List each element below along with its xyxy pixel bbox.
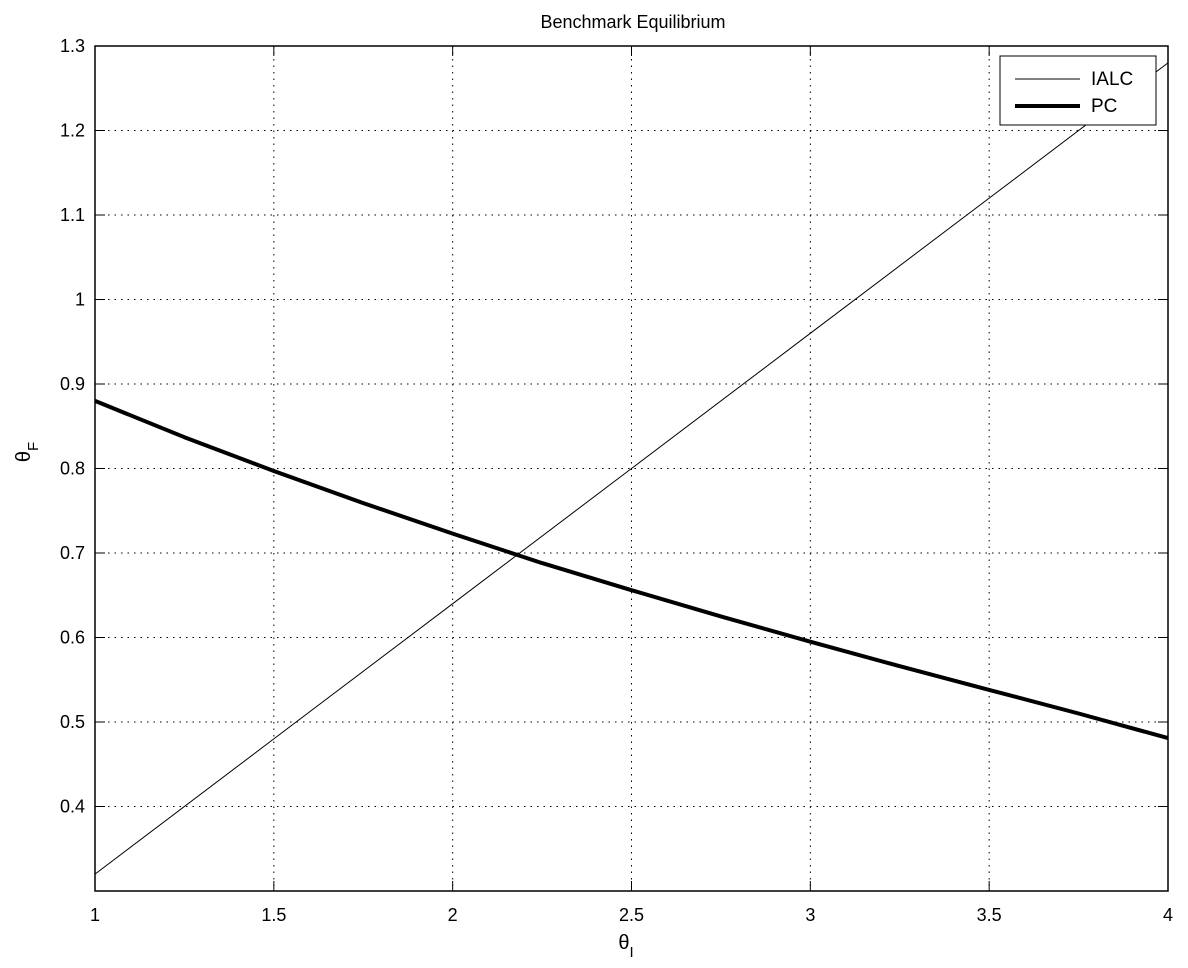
x-tick-labels: 1 1.5 2 2.5 3 3.5 4	[90, 905, 1173, 925]
chart-title: Benchmark Equilibrium	[540, 12, 725, 32]
y-tick-label: 0.9	[60, 374, 85, 394]
y-tick-label: 0.7	[60, 543, 85, 563]
y-tick-label: 1.2	[60, 121, 85, 141]
y-tick-labels: 0.4 0.5 0.6 0.7 0.8 0.9 1 1.1 1.2 1.3	[60, 36, 85, 817]
y-tick-label: 1	[75, 290, 85, 310]
y-axis-title: θF	[13, 442, 42, 462]
y-tick-label: 0.8	[60, 459, 85, 479]
series-line-ialc	[94, 62, 1169, 875]
series-line-pc	[94, 399, 1169, 741]
ticks	[94, 45, 1169, 891]
legend-label-ialc: IALC	[1091, 69, 1133, 90]
legend-box	[999, 55, 1157, 126]
y-tick-label: 1.3	[60, 36, 85, 56]
y-axis-title-main: θ	[13, 451, 35, 462]
x-axis-title-main: θ	[618, 932, 629, 954]
legend-label-pc: PC	[1091, 96, 1117, 117]
x-tick-label: 3.5	[977, 905, 1002, 925]
y-tick-label: 0.4	[60, 797, 85, 817]
legend: IALC PC	[999, 55, 1157, 126]
y-tick-label: 0.5	[60, 712, 85, 732]
x-tick-label: 2	[448, 905, 458, 925]
x-tick-label: 4	[1163, 905, 1173, 925]
y-tick-label: 0.6	[60, 628, 85, 648]
x-axis-title: θI	[618, 932, 633, 961]
y-axis-title-sub: F	[25, 442, 42, 451]
x-tick-label: 2.5	[619, 905, 644, 925]
x-axis-title-sub: I	[629, 944, 633, 961]
x-tick-label: 1	[90, 905, 100, 925]
x-tick-label: 1.5	[261, 905, 286, 925]
y-tick-label: 1.1	[60, 205, 85, 225]
x-tick-label: 3	[805, 905, 815, 925]
series-layer	[94, 62, 1169, 875]
